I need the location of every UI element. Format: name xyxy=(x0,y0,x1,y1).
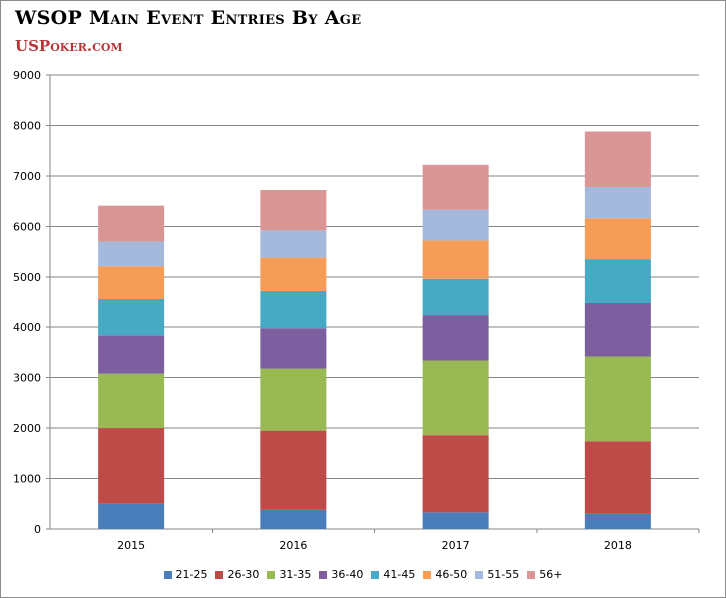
legend-swatch xyxy=(527,570,536,579)
legend-item: 41-45 xyxy=(371,568,415,581)
y-tick-label: 7000 xyxy=(13,170,41,183)
legend-item: 46-50 xyxy=(423,568,467,581)
bar-segment-21-25-2018 xyxy=(584,513,651,529)
bar-segment-26-30-2018 xyxy=(584,441,651,514)
bar-segment-31-35-2018 xyxy=(584,356,651,442)
y-tick-label: 8000 xyxy=(13,119,41,132)
legend-swatch xyxy=(475,570,484,579)
bar-segment-46-50-2016 xyxy=(260,257,327,291)
legend-label: 51-55 xyxy=(487,568,520,581)
bar-segment-51-55-2016 xyxy=(260,230,327,258)
legend-swatch xyxy=(215,570,224,579)
bar-segment-36-40-2018 xyxy=(584,303,651,357)
bar-segment-41-45-2017 xyxy=(422,278,489,316)
bar-segment-21-25-2015 xyxy=(98,503,165,529)
bar-segment-41-45-2016 xyxy=(260,290,327,329)
bar-segment-36-40-2016 xyxy=(260,328,327,369)
legend-item: 26-30 xyxy=(215,568,259,581)
bar-segment-36-40-2015 xyxy=(98,335,165,374)
bar-segment-56plus-2018 xyxy=(584,131,651,187)
legend-item: 31-35 xyxy=(267,568,311,581)
chart-legend: 21-25 26-30 31-35 36-40 41-45 46-50 51-55 56+ xyxy=(0,568,726,581)
legend-label: 21-25 xyxy=(175,568,208,581)
bar-segment-21-25-2017 xyxy=(422,512,489,529)
bar-segment-31-35-2016 xyxy=(260,368,327,431)
bar-segment-26-30-2016 xyxy=(260,430,327,510)
legend-item: 36-40 xyxy=(319,568,363,581)
x-tick-label: 2018 xyxy=(604,539,632,552)
y-tick-label: 2000 xyxy=(13,422,41,435)
bar-segment-51-55-2015 xyxy=(98,241,165,267)
bar-segment-56plus-2016 xyxy=(260,190,327,231)
y-tick-label: 5000 xyxy=(13,271,41,284)
legend-swatch xyxy=(163,570,172,579)
legend-swatch xyxy=(371,570,380,579)
bar-segment-36-40-2017 xyxy=(422,315,489,361)
legend-label: 31-35 xyxy=(279,568,312,581)
bar-segment-46-50-2015 xyxy=(98,266,165,299)
bar-segment-21-25-2016 xyxy=(260,509,327,529)
y-tick-label: 4000 xyxy=(13,321,41,334)
bar-segment-41-45-2018 xyxy=(584,259,651,304)
x-tick-label: 2016 xyxy=(279,539,307,552)
x-tick-label: 2017 xyxy=(442,539,470,552)
chart-subtitle: USPoker.com xyxy=(15,37,123,55)
legend-item: 56+ xyxy=(527,568,563,581)
x-tick-label: 2015 xyxy=(117,539,145,552)
bar-segment-41-45-2015 xyxy=(98,298,165,336)
bar-segment-26-30-2015 xyxy=(98,428,165,504)
bar-segment-31-35-2017 xyxy=(422,360,489,436)
legend-label: 41-45 xyxy=(383,568,416,581)
legend-label: 56+ xyxy=(539,568,563,581)
bar-segment-56plus-2015 xyxy=(98,205,165,242)
bar-segment-31-35-2015 xyxy=(98,373,165,429)
y-tick-label: 0 xyxy=(34,523,41,536)
legend-label: 26-30 xyxy=(227,568,260,581)
legend-swatch xyxy=(423,570,432,579)
chart-title: WSOP Main Event Entries By Age xyxy=(15,7,362,29)
y-tick-label: 1000 xyxy=(13,473,41,486)
y-tick-label: 3000 xyxy=(13,372,41,385)
bar-segment-56plus-2017 xyxy=(422,164,489,210)
legend-label: 36-40 xyxy=(331,568,364,581)
bar-segment-46-50-2017 xyxy=(422,240,489,279)
legend-swatch xyxy=(319,570,328,579)
legend-swatch xyxy=(267,570,276,579)
bar-segment-46-50-2018 xyxy=(584,218,651,260)
y-tick-label: 9000 xyxy=(13,69,41,82)
legend-item: 21-25 xyxy=(163,568,208,581)
bar-segment-51-55-2017 xyxy=(422,209,489,241)
bar-segment-26-30-2017 xyxy=(422,435,489,513)
y-tick-label: 6000 xyxy=(13,220,41,233)
bar-segment-51-55-2018 xyxy=(584,186,651,219)
legend-label: 46-50 xyxy=(435,568,468,581)
legend-item: 51-55 xyxy=(475,568,519,581)
